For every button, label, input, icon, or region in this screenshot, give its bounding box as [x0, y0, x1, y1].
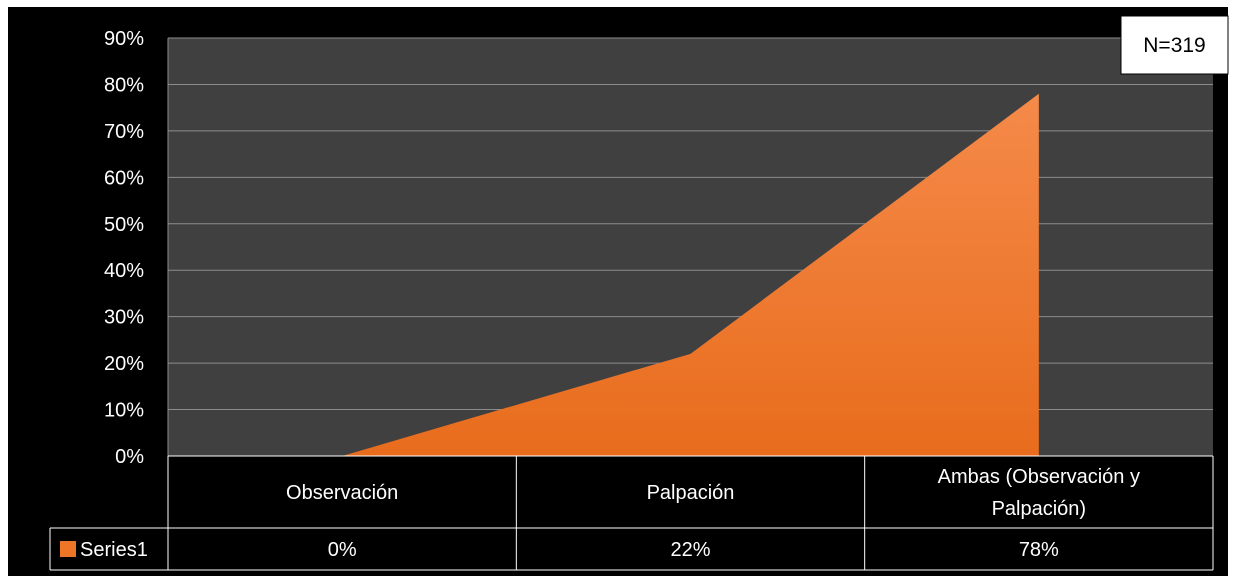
y-tick-label: 0%	[115, 446, 144, 468]
y-tick-label: 20%	[104, 353, 144, 375]
y-tick-label: 50%	[104, 214, 144, 236]
y-tick-label: 40%	[104, 260, 144, 282]
y-tick-label: 10%	[104, 400, 144, 422]
y-tick-label: 90%	[104, 28, 144, 50]
x-category-label: Ambas (Observación y	[938, 466, 1140, 488]
x-category-label: Observación	[286, 482, 398, 504]
y-tick-label: 70%	[104, 121, 144, 143]
annotation-n-label: N=319	[1143, 34, 1205, 57]
legend-series-name: Series1	[80, 539, 148, 561]
annotation-group: N=319	[1121, 16, 1228, 74]
data-value-label: 0%	[328, 539, 357, 561]
y-tick-label: 60%	[104, 167, 144, 189]
legend-key-swatch	[60, 541, 76, 557]
y-tick-label: 30%	[104, 307, 144, 329]
data-value-label: 78%	[1019, 539, 1059, 561]
x-category-label: Palpación)	[992, 498, 1087, 520]
x-category-label: Palpación	[647, 482, 735, 504]
data-value-label: 22%	[670, 539, 710, 561]
y-tick-label: 80%	[104, 74, 144, 96]
